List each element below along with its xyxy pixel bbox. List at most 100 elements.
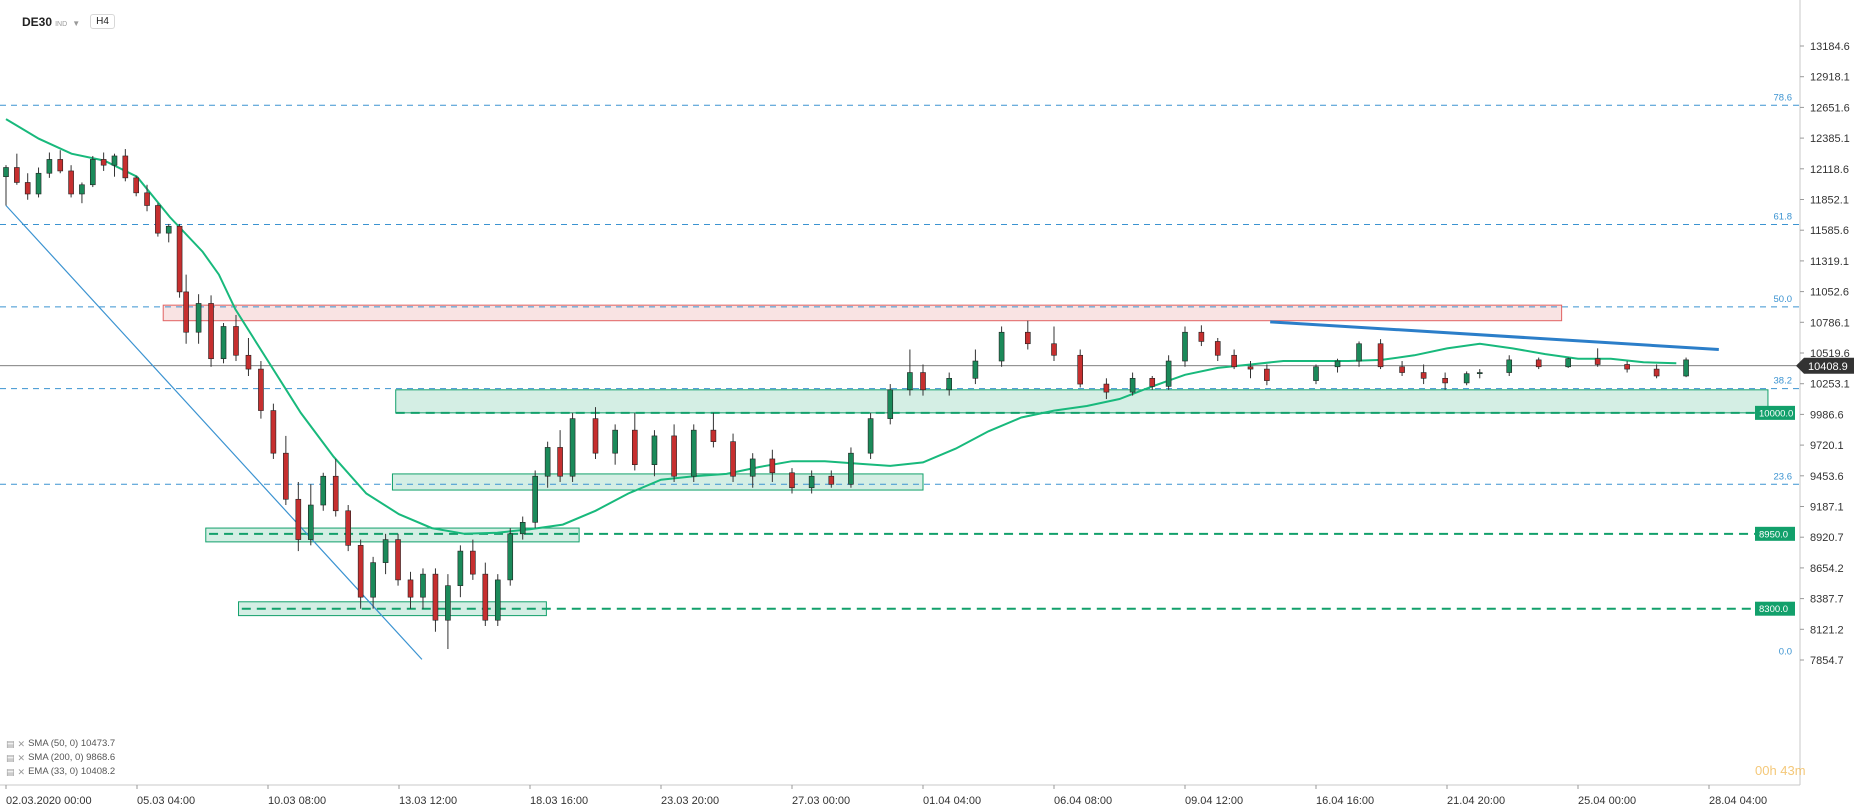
bear-candle[interactable] — [470, 539, 476, 580]
close-icon[interactable]: ✕ — [17, 767, 26, 777]
bear-candle[interactable] — [183, 274, 189, 344]
bear-candle[interactable] — [1420, 364, 1427, 385]
bull-candle[interactable] — [1356, 341, 1362, 367]
bear-candle[interactable] — [1624, 361, 1630, 373]
bear-candle[interactable] — [1231, 349, 1237, 370]
bull-candle[interactable] — [1313, 364, 1319, 385]
bear-candle[interactable] — [432, 568, 439, 632]
bull-candle[interactable] — [89, 155, 96, 188]
bull-candle[interactable] — [320, 472, 327, 511]
bull-candle[interactable] — [382, 533, 389, 575]
bull-candle[interactable] — [79, 182, 85, 204]
bull-candle[interactable] — [46, 152, 53, 178]
bear-candle[interactable] — [133, 175, 139, 197]
settings-icon[interactable]: ▤ — [6, 767, 15, 777]
bull-candle[interactable] — [220, 323, 227, 364]
bear-candle[interactable] — [176, 223, 183, 298]
bear-candle[interactable] — [1025, 320, 1031, 350]
close-icon[interactable]: ✕ — [17, 739, 26, 749]
bull-candle[interactable] — [867, 412, 874, 459]
close-icon[interactable]: ✕ — [17, 753, 26, 763]
bull-candle[interactable] — [612, 424, 618, 465]
bull-candle[interactable] — [651, 430, 658, 477]
bear-candle[interactable] — [14, 153, 20, 185]
bull-candle[interactable] — [307, 484, 314, 546]
bull-candle[interactable] — [111, 153, 118, 177]
legend-item-ema33[interactable]: ▤ ✕ EMA (33, 0) 10408.2 — [6, 765, 115, 779]
bear-candle[interactable] — [144, 184, 150, 212]
bull-candle[interactable] — [1129, 372, 1136, 396]
bear-candle[interactable] — [1051, 326, 1057, 362]
bear-candle[interactable] — [769, 449, 776, 482]
bull-candle[interactable] — [370, 556, 376, 609]
bull-candle[interactable] — [887, 384, 894, 425]
bear-candle[interactable] — [1198, 325, 1205, 347]
bull-candle[interactable] — [1182, 326, 1188, 367]
bear-candle[interactable] — [1442, 372, 1448, 390]
descending-trendline[interactable] — [5, 205, 423, 660]
bear-candle[interactable] — [395, 533, 401, 586]
bear-candle[interactable] — [233, 314, 239, 362]
bear-candle[interactable] — [332, 458, 339, 517]
bear-candle[interactable] — [407, 571, 414, 609]
settings-icon[interactable]: ▤ — [6, 739, 15, 749]
bear-candle[interactable] — [710, 412, 717, 448]
bull-candle[interactable] — [749, 453, 756, 488]
bull-candle[interactable] — [195, 294, 202, 344]
bull-candle[interactable] — [445, 574, 451, 650]
bull-candle[interactable] — [3, 165, 9, 206]
bull-candle[interactable] — [1165, 355, 1172, 390]
bear-candle[interactable] — [1214, 337, 1221, 362]
bear-candle[interactable] — [482, 562, 489, 626]
bear-candle[interactable] — [270, 403, 277, 459]
bull-candle[interactable] — [690, 424, 697, 482]
bull-candle[interactable] — [1565, 357, 1571, 368]
bear-candle[interactable] — [920, 364, 926, 396]
bear-candle[interactable] — [1103, 378, 1110, 400]
bull-candle[interactable] — [998, 326, 1005, 367]
bull-candle[interactable] — [165, 223, 172, 243]
bear-candle[interactable] — [1535, 357, 1542, 370]
bear-candle[interactable] — [1594, 348, 1601, 367]
bear-candle[interactable] — [100, 152, 107, 171]
bear-candle[interactable] — [789, 468, 795, 494]
bear-candle[interactable] — [258, 361, 264, 419]
bull-candle[interactable] — [544, 441, 551, 488]
bear-candle[interactable] — [245, 337, 252, 376]
bear-candle[interactable] — [1377, 339, 1384, 370]
legend-item-sma200[interactable]: ▤ ✕ SMA (200, 0) 9868.6 — [6, 751, 115, 765]
timeframe-selector[interactable]: H4 — [90, 14, 115, 29]
bear-candle[interactable] — [1264, 364, 1270, 386]
bear-candle[interactable] — [122, 149, 129, 182]
bear-candle[interactable] — [283, 435, 289, 506]
resistance-trendline[interactable] — [1270, 320, 1719, 352]
bull-candle[interactable] — [1463, 371, 1470, 386]
bear-candle[interactable] — [345, 505, 351, 552]
bear-candle[interactable] — [1247, 361, 1254, 379]
symbol-selector[interactable]: DE30 IND ▼ — [22, 15, 80, 29]
bull-candle[interactable] — [972, 349, 979, 385]
bear-candle[interactable] — [1077, 349, 1083, 388]
bull-candle[interactable] — [1683, 357, 1689, 378]
bull-candle[interactable] — [494, 574, 501, 626]
bull-candle[interactable] — [848, 447, 854, 488]
bear-candle[interactable] — [357, 539, 364, 609]
bear-candle[interactable] — [208, 295, 214, 367]
bear-candle[interactable] — [68, 165, 74, 198]
bull-candle[interactable] — [907, 349, 913, 396]
bull-candle[interactable] — [35, 167, 42, 198]
bull-candle[interactable] — [569, 412, 576, 482]
bull-candle[interactable] — [507, 528, 514, 586]
bull-candle[interactable] — [457, 545, 464, 598]
legend-item-sma50[interactable]: ▤ ✕ SMA (50, 0) 10473.7 — [6, 737, 115, 751]
bear-candle[interactable] — [155, 203, 161, 237]
settings-icon[interactable]: ▤ — [6, 753, 15, 763]
bear-candle[interactable] — [1653, 364, 1660, 379]
bear-candle[interactable] — [557, 430, 563, 482]
bull-candle[interactable] — [1334, 358, 1341, 373]
bull-candle[interactable] — [519, 516, 526, 540]
bull-candle[interactable] — [1506, 355, 1513, 376]
bull-candle[interactable] — [808, 470, 815, 494]
bear-candle[interactable] — [592, 407, 599, 459]
